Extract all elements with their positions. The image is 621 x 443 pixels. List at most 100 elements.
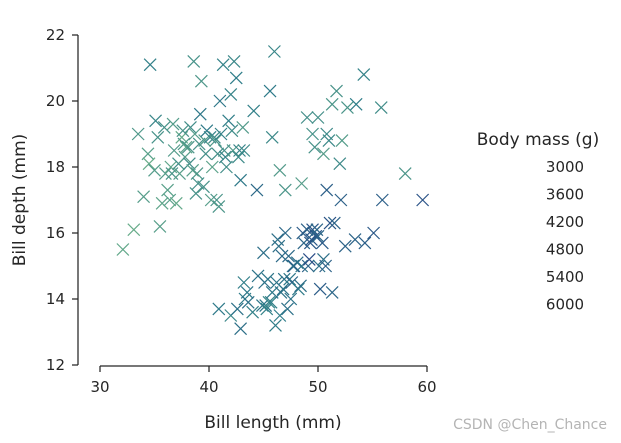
data-point	[181, 140, 195, 154]
legend-entry-label: 5400	[546, 268, 584, 286]
y-tick-label: 14	[46, 290, 65, 308]
data-point	[188, 127, 202, 141]
data-point	[220, 160, 233, 174]
data-point	[349, 97, 363, 111]
data-point	[143, 58, 157, 72]
data-point	[241, 295, 255, 309]
y-tick-label: 18	[46, 158, 65, 176]
data-point	[161, 183, 175, 197]
y-tick-label: 20	[46, 92, 65, 110]
data-point	[374, 101, 388, 115]
data-point	[212, 200, 226, 214]
data-point	[222, 114, 236, 128]
data-point	[163, 193, 177, 207]
data-point	[208, 130, 221, 144]
data-point	[184, 120, 197, 134]
data-point	[312, 259, 326, 273]
data-point	[200, 124, 214, 138]
data-point	[323, 216, 337, 230]
data-point	[213, 94, 227, 108]
y-tick-label: 16	[46, 224, 65, 242]
data-point	[367, 226, 381, 240]
x-axis-label: Bill length (mm)	[204, 413, 341, 433]
data-point	[247, 104, 261, 118]
data-point	[277, 272, 291, 286]
data-point	[151, 130, 165, 144]
data-point	[311, 229, 325, 243]
data-point	[182, 157, 196, 171]
x-tick-label: 50	[308, 378, 327, 396]
data-point	[189, 186, 203, 200]
data-point	[169, 196, 183, 210]
data-point	[116, 243, 130, 256]
data-point	[300, 223, 314, 237]
data-point	[250, 183, 264, 197]
data-point	[153, 219, 167, 233]
data-point	[234, 173, 248, 187]
data-point	[319, 259, 333, 273]
data-point	[142, 157, 156, 171]
x-tick-label: 40	[199, 378, 218, 396]
data-point	[303, 236, 317, 250]
x-tick-label: 30	[90, 378, 109, 396]
data-point	[224, 87, 238, 101]
x-tick-label: 60	[417, 378, 436, 396]
data-point	[226, 144, 240, 157]
data-point	[273, 163, 287, 177]
data-point	[166, 117, 180, 131]
data-point	[284, 292, 298, 306]
data-point	[137, 190, 151, 204]
data-point	[148, 163, 161, 177]
data-point	[234, 322, 248, 336]
data-point	[227, 54, 241, 68]
data-point	[306, 223, 319, 237]
data-point	[149, 114, 163, 128]
data-point	[330, 84, 343, 98]
data-point	[335, 134, 349, 148]
data-point	[322, 134, 336, 148]
data-point	[282, 249, 295, 263]
data-point	[199, 147, 213, 161]
data-point	[155, 196, 169, 210]
data-point	[278, 183, 292, 197]
data-point	[246, 305, 260, 319]
data-point	[157, 120, 171, 134]
data-point	[348, 233, 362, 247]
data-point	[308, 140, 322, 154]
legend-entry-label: 3000	[546, 158, 584, 176]
data-point	[306, 127, 319, 141]
data-point	[281, 302, 294, 316]
data-point	[274, 285, 288, 299]
data-point	[211, 147, 225, 161]
data-point	[237, 144, 251, 157]
data-point	[291, 282, 305, 296]
data-point	[357, 68, 371, 82]
data-point	[209, 134, 222, 148]
data-point	[205, 160, 219, 174]
data-point	[302, 252, 316, 266]
data-point	[176, 124, 190, 138]
data-point	[216, 58, 230, 72]
data-point	[127, 223, 141, 237]
legend: Body mass (g) 3000 3600 4200 4800 5400 6000	[477, 130, 599, 314]
data-point	[375, 193, 389, 207]
data-point	[229, 71, 243, 85]
data-point	[295, 177, 309, 190]
y-axis-label: Bill depth (mm)	[10, 134, 30, 267]
data-point	[317, 147, 330, 161]
legend-entries: 3000 3600 4200 4800 5400 6000	[546, 158, 584, 314]
data-point	[261, 272, 275, 286]
data-point	[131, 127, 145, 141]
data-point	[263, 84, 277, 98]
data-point	[230, 302, 244, 316]
data-point	[334, 193, 348, 207]
data-point	[237, 276, 251, 289]
data-point	[275, 249, 289, 263]
data-points	[116, 45, 430, 336]
data-point	[179, 140, 193, 154]
legend-entry-label: 4800	[546, 241, 584, 259]
data-point	[193, 107, 207, 121]
data-point	[194, 74, 208, 88]
data-point	[325, 97, 339, 111]
